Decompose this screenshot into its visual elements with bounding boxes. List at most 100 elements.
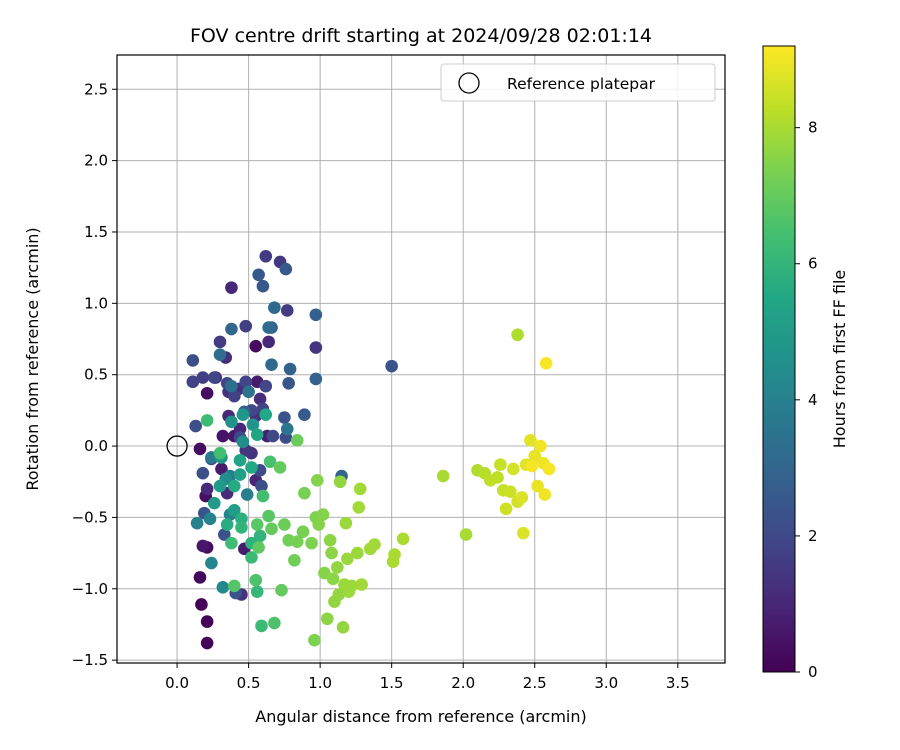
data-point	[196, 466, 210, 480]
data-point	[250, 428, 264, 441]
data-point	[228, 579, 241, 593]
data-point	[396, 532, 410, 546]
data-point	[217, 528, 231, 541]
data-point	[225, 281, 238, 294]
data-point	[213, 335, 227, 349]
data-point	[279, 262, 293, 276]
data-point	[305, 536, 318, 550]
y-axis-label: Rotation from reference (arcmin)	[23, 227, 42, 490]
y-tick-label: 2.5	[84, 80, 108, 98]
colorbar-gradient	[762, 45, 796, 673]
legend-box	[440, 63, 716, 102]
data-point	[215, 462, 228, 476]
y-tick-label: −1.5	[72, 651, 108, 669]
data-point	[228, 389, 241, 403]
y-tick-label: −0.5	[72, 508, 108, 526]
data-point	[436, 469, 450, 483]
data-point	[282, 376, 295, 390]
data-point	[196, 371, 210, 384]
reference-marker-layer	[166, 435, 188, 457]
data-point	[216, 429, 230, 443]
data-point	[309, 372, 323, 386]
y-tick-label: 0.5	[84, 366, 108, 384]
data-point	[296, 525, 310, 538]
data-point	[239, 319, 253, 333]
data-point	[368, 538, 381, 551]
colorbar-tick-label: 0	[808, 663, 818, 681]
x-tick-label: 0.5	[237, 674, 261, 692]
y-tick-label: −1.0	[72, 580, 108, 598]
data-point	[459, 528, 473, 541]
data-point	[491, 471, 504, 484]
data-point	[341, 552, 354, 566]
data-point	[225, 322, 238, 336]
colorbar-tick-label: 8	[808, 119, 818, 137]
data-point	[240, 488, 254, 501]
data-point	[323, 533, 337, 547]
data-point	[515, 491, 529, 504]
colorbar-tick-label: 2	[808, 527, 818, 545]
data-point	[249, 573, 263, 587]
data-point	[308, 633, 321, 647]
y-tick-label: 1.0	[84, 294, 108, 312]
data-point	[528, 449, 542, 463]
colorbar-label: Hours from first FF file	[830, 270, 849, 449]
data-point	[213, 446, 227, 460]
legend: Reference platepar	[440, 63, 716, 102]
data-point	[250, 518, 264, 531]
data-point	[249, 339, 263, 353]
data-point	[525, 459, 539, 473]
data-point	[252, 268, 265, 282]
data-point	[539, 356, 553, 370]
data-point	[494, 458, 507, 471]
data-point	[250, 585, 264, 598]
legend-label: Reference platepar	[507, 75, 656, 93]
grid-lines	[117, 55, 725, 663]
x-tick-label: 2.0	[451, 674, 475, 692]
colorbar-tick-label: 6	[808, 255, 818, 273]
data-point	[268, 301, 281, 314]
data-point	[195, 598, 208, 611]
data-point	[542, 462, 556, 476]
data-point	[220, 518, 234, 531]
data-point	[225, 379, 238, 393]
data-point	[504, 485, 517, 499]
data-point	[351, 546, 364, 560]
data-point	[263, 455, 277, 469]
data-point	[205, 556, 218, 570]
data-point	[253, 392, 267, 406]
data-point	[236, 435, 250, 449]
data-point	[280, 304, 294, 317]
data-point	[524, 434, 537, 447]
data-point	[186, 375, 200, 389]
data-point	[200, 636, 214, 650]
y-tick-label: 2.0	[84, 152, 108, 170]
data-point	[233, 468, 247, 481]
data-point	[193, 442, 207, 456]
data-point	[355, 578, 368, 591]
data-point	[203, 512, 217, 526]
data-point	[352, 501, 366, 514]
data-point	[506, 462, 520, 476]
data-point	[193, 571, 207, 584]
data-point	[255, 479, 268, 493]
x-axis-label: Angular distance from reference (arcmin)	[255, 707, 586, 726]
x-axis-ticks: 0.0 0.5 1.0 1.5 2.0 2.5 3.0 3.5	[165, 663, 690, 692]
data-point	[531, 479, 544, 493]
data-point	[200, 482, 214, 496]
data-point	[207, 371, 221, 384]
data-point	[275, 583, 288, 597]
data-point	[388, 548, 401, 561]
data-point	[228, 479, 241, 493]
data-point	[325, 546, 338, 560]
data-point	[499, 502, 513, 516]
y-tick-label: 1.5	[84, 223, 108, 241]
data-point	[288, 553, 301, 567]
x-tick-label: 1.0	[308, 674, 332, 692]
data-point	[339, 516, 353, 530]
data-point	[189, 419, 202, 433]
data-point	[225, 536, 238, 550]
data-point	[353, 482, 367, 496]
data-point	[236, 408, 250, 421]
data-point	[320, 612, 334, 626]
